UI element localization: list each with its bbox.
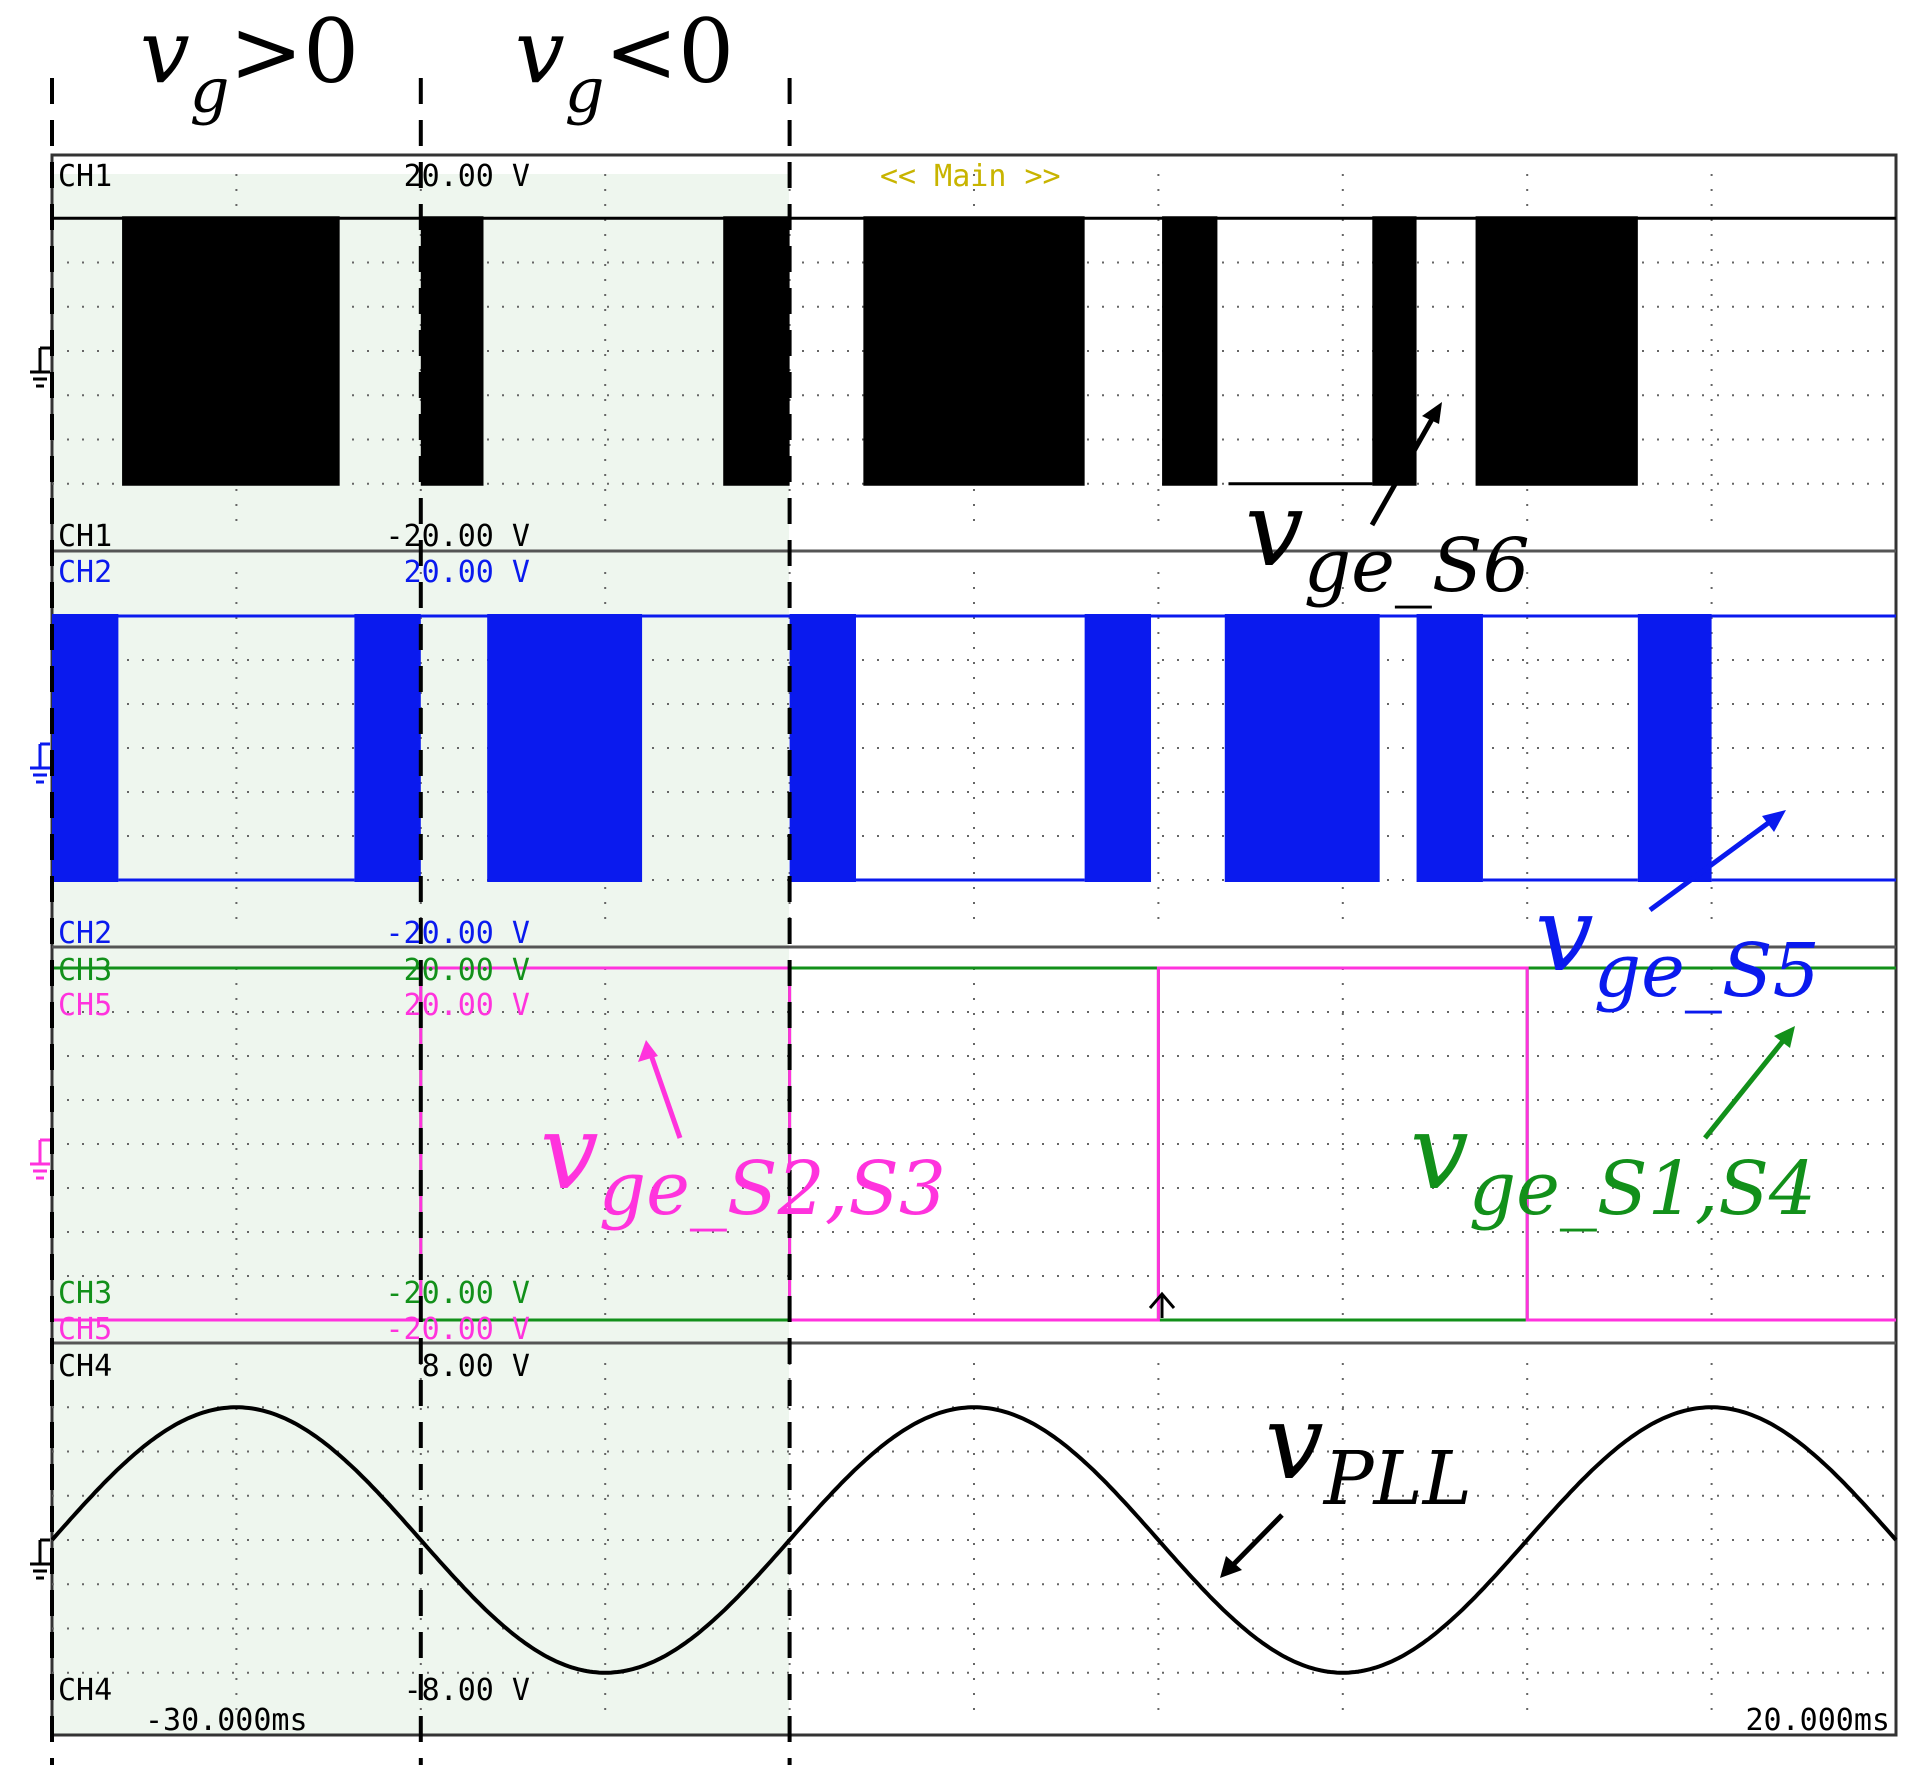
ground-marker-ch3-icon [30, 1138, 50, 1180]
ch3-name-bottom: CH3 [58, 1276, 112, 1311]
ch4-scale-bottom: -8.00 V [404, 1673, 530, 1708]
arrow-s14-head-icon [1774, 1026, 1795, 1048]
arrow-s23-head-icon [638, 1040, 658, 1062]
arrow-s14-icon [1703, 1034, 1789, 1140]
arrow-pll-icon [1226, 1513, 1284, 1572]
arrow-s23-icon [647, 1051, 683, 1139]
vge-s5-pwm-block [354, 614, 421, 882]
vge-s5-pwm-block [52, 614, 119, 882]
ground-marker-ch1-icon [30, 346, 50, 388]
ch5-name-top: CH5 [58, 988, 112, 1023]
waveforms [50, 216, 1898, 1675]
main-label: << Main >> [880, 159, 1061, 194]
vge-s5-pwm-block [1416, 614, 1483, 882]
ch4-scale-top: 8.00 V [422, 1349, 530, 1384]
region-label-positive: vg>0 [140, 0, 359, 127]
ground-marker-ch2-icon [30, 742, 50, 784]
arrow-s5-icon [1648, 815, 1777, 913]
ch3-name-top: CH3 [58, 953, 112, 988]
ch2-scale-bottom: -20.00 V [386, 916, 531, 951]
ch1-name-bottom: CH1 [58, 519, 112, 554]
trigger-marker-icon [1148, 1291, 1176, 1318]
ch1-scale-bottom: -20.00 V [386, 519, 531, 554]
ch2-name-bottom: CH2 [58, 916, 112, 951]
time-start-label: -30.000ms [145, 1703, 308, 1738]
screen-frame [50, 153, 1898, 1737]
vge-s6-pwm-block [122, 216, 340, 486]
arrow-s6-head-icon [1422, 402, 1442, 424]
vge-s5-pwm-block [1084, 614, 1152, 882]
region-label-negative: vg<0 [515, 0, 734, 127]
arrow-s5-head-icon [1762, 810, 1786, 832]
arrow-s6-icon [1369, 410, 1439, 527]
vge-s6-pwm-block [863, 216, 1085, 486]
ground-marker-ch4-icon [30, 1538, 50, 1580]
ch5-name-bottom: CH5 [58, 1312, 112, 1347]
annotation-vpll: vPLL [1265, 1381, 1472, 1522]
vpll-trace [50, 1405, 1898, 1675]
ch4-name-bottom: CH4 [58, 1673, 112, 1708]
ch3-scale-bottom: -20.00 V [386, 1276, 531, 1311]
annotation-vge-s6: vge_S6 [1245, 468, 1530, 609]
vge-s5-pwm-block [789, 614, 856, 882]
ch2-name-top: CH2 [58, 555, 112, 590]
ch5-scale-bottom: -20.00 V [386, 1312, 531, 1347]
annotation-vge-s14: vge_S1,S4 [1410, 1091, 1816, 1232]
arrow-pll-head-icon [1220, 1556, 1242, 1578]
annotation-vge-s5: vge_S5 [1535, 873, 1820, 1014]
ch1-scale-top: 20.00 V [404, 159, 530, 194]
vge-s6-pwm-block [1475, 216, 1638, 486]
vge-s5-pwm-block [1224, 614, 1380, 882]
vge-s5-pwm-block [1637, 614, 1712, 882]
vge-s6-pwm-block [1372, 216, 1417, 486]
vge-s6-pwm-block [420, 216, 484, 486]
ch5-scale-top: 20.00 V [404, 988, 530, 1023]
vge-s6-pwm-block [723, 216, 790, 486]
vge-s6-pwm-block [1162, 216, 1218, 486]
annotation-vge-s23: vge_S2,S3 [540, 1091, 946, 1232]
ch2-scale-top: 20.00 V [404, 555, 530, 590]
ch3-scale-top: 20.00 V [404, 953, 530, 988]
time-end-label: 20.000ms [1746, 1703, 1891, 1738]
ch1-name-top: CH1 [58, 159, 112, 194]
ch4-name-top: CH4 [58, 1349, 112, 1384]
vge-s5-pwm-block [487, 614, 643, 882]
